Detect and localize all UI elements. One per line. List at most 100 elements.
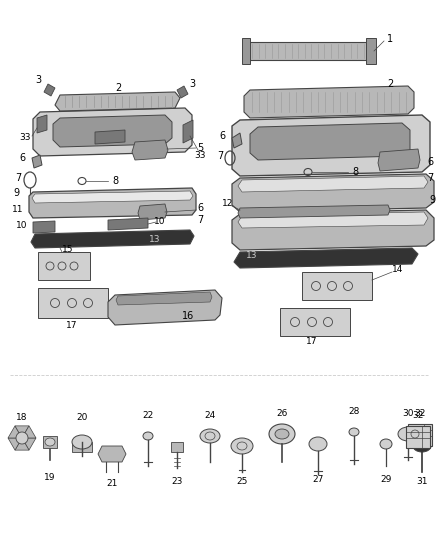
Bar (43, 436, 57, 448)
Bar (171, 442, 183, 452)
Text: 8: 8 (112, 176, 118, 186)
Text: 3: 3 (189, 79, 195, 89)
Bar (406, 426, 430, 448)
Polygon shape (138, 204, 167, 220)
Text: 32: 32 (412, 411, 424, 421)
Polygon shape (72, 442, 92, 452)
Text: 17: 17 (306, 337, 318, 346)
Ellipse shape (16, 432, 28, 444)
Text: 33: 33 (19, 133, 31, 142)
Ellipse shape (309, 437, 327, 451)
Text: 11: 11 (12, 206, 24, 214)
Ellipse shape (231, 438, 253, 454)
Bar (280, 308, 350, 336)
Polygon shape (232, 210, 434, 250)
Ellipse shape (349, 428, 359, 436)
Text: 3: 3 (35, 75, 41, 85)
Polygon shape (238, 212, 428, 228)
Text: 21: 21 (106, 480, 118, 489)
Text: 7: 7 (217, 151, 223, 161)
Text: 14: 14 (392, 265, 404, 274)
Text: 13: 13 (246, 252, 258, 261)
Polygon shape (232, 115, 430, 176)
Polygon shape (32, 155, 42, 168)
Text: 6: 6 (197, 203, 203, 213)
Ellipse shape (398, 427, 418, 441)
Polygon shape (33, 108, 192, 156)
Text: 7: 7 (197, 215, 203, 225)
Ellipse shape (275, 429, 289, 439)
Text: 6: 6 (427, 157, 433, 167)
Polygon shape (55, 92, 180, 111)
Text: 26: 26 (276, 409, 288, 418)
Text: 6: 6 (219, 131, 225, 141)
Text: 24: 24 (205, 411, 215, 421)
Ellipse shape (45, 438, 55, 446)
Polygon shape (242, 38, 250, 64)
Text: 27: 27 (312, 475, 324, 484)
Text: 6: 6 (19, 153, 25, 163)
Polygon shape (44, 84, 55, 96)
Ellipse shape (380, 439, 392, 449)
Polygon shape (108, 290, 222, 325)
Polygon shape (31, 230, 194, 248)
Polygon shape (22, 426, 36, 438)
Text: 7: 7 (427, 173, 433, 183)
Ellipse shape (413, 440, 431, 452)
Polygon shape (177, 86, 188, 98)
Text: 23: 23 (171, 478, 183, 487)
Polygon shape (250, 123, 410, 160)
Text: 16: 16 (182, 311, 194, 321)
Polygon shape (53, 115, 172, 147)
Text: 10: 10 (16, 221, 28, 230)
Ellipse shape (72, 435, 92, 449)
Text: 5: 5 (197, 143, 203, 153)
Text: 29: 29 (380, 475, 392, 484)
Text: 15: 15 (62, 246, 74, 254)
Polygon shape (15, 438, 29, 450)
Polygon shape (22, 438, 36, 450)
Bar (38, 288, 108, 318)
Text: 10: 10 (154, 217, 166, 227)
Ellipse shape (200, 429, 220, 443)
Bar (248, 42, 368, 60)
Text: 31: 31 (416, 478, 428, 487)
Text: 13: 13 (149, 236, 161, 245)
Text: 19: 19 (44, 473, 56, 482)
Polygon shape (238, 176, 428, 192)
Ellipse shape (143, 432, 153, 440)
Polygon shape (244, 86, 414, 118)
Text: 32: 32 (414, 409, 426, 418)
Polygon shape (8, 438, 22, 450)
Polygon shape (95, 130, 125, 144)
Bar (302, 272, 372, 300)
Text: 9: 9 (429, 195, 435, 205)
Polygon shape (98, 446, 126, 462)
Polygon shape (33, 221, 55, 233)
Polygon shape (132, 140, 168, 160)
Polygon shape (366, 38, 376, 64)
Polygon shape (232, 133, 242, 148)
Polygon shape (183, 120, 193, 143)
Text: 9: 9 (13, 188, 19, 198)
Polygon shape (116, 292, 212, 305)
Polygon shape (15, 426, 29, 438)
Text: 18: 18 (16, 414, 28, 423)
Bar (38, 252, 90, 280)
Text: 25: 25 (237, 478, 247, 487)
Text: 2: 2 (387, 79, 393, 89)
Text: 30: 30 (402, 409, 414, 418)
Polygon shape (232, 174, 434, 212)
Text: 20: 20 (76, 414, 88, 423)
Polygon shape (37, 115, 47, 133)
Ellipse shape (269, 424, 295, 444)
Bar (408, 424, 432, 446)
Text: 12: 12 (223, 199, 234, 208)
Polygon shape (378, 149, 420, 171)
Polygon shape (234, 248, 418, 268)
Text: 28: 28 (348, 408, 360, 416)
Text: 22: 22 (142, 411, 154, 421)
Text: 1: 1 (387, 34, 393, 44)
Text: 17: 17 (66, 321, 78, 330)
Polygon shape (238, 205, 390, 218)
